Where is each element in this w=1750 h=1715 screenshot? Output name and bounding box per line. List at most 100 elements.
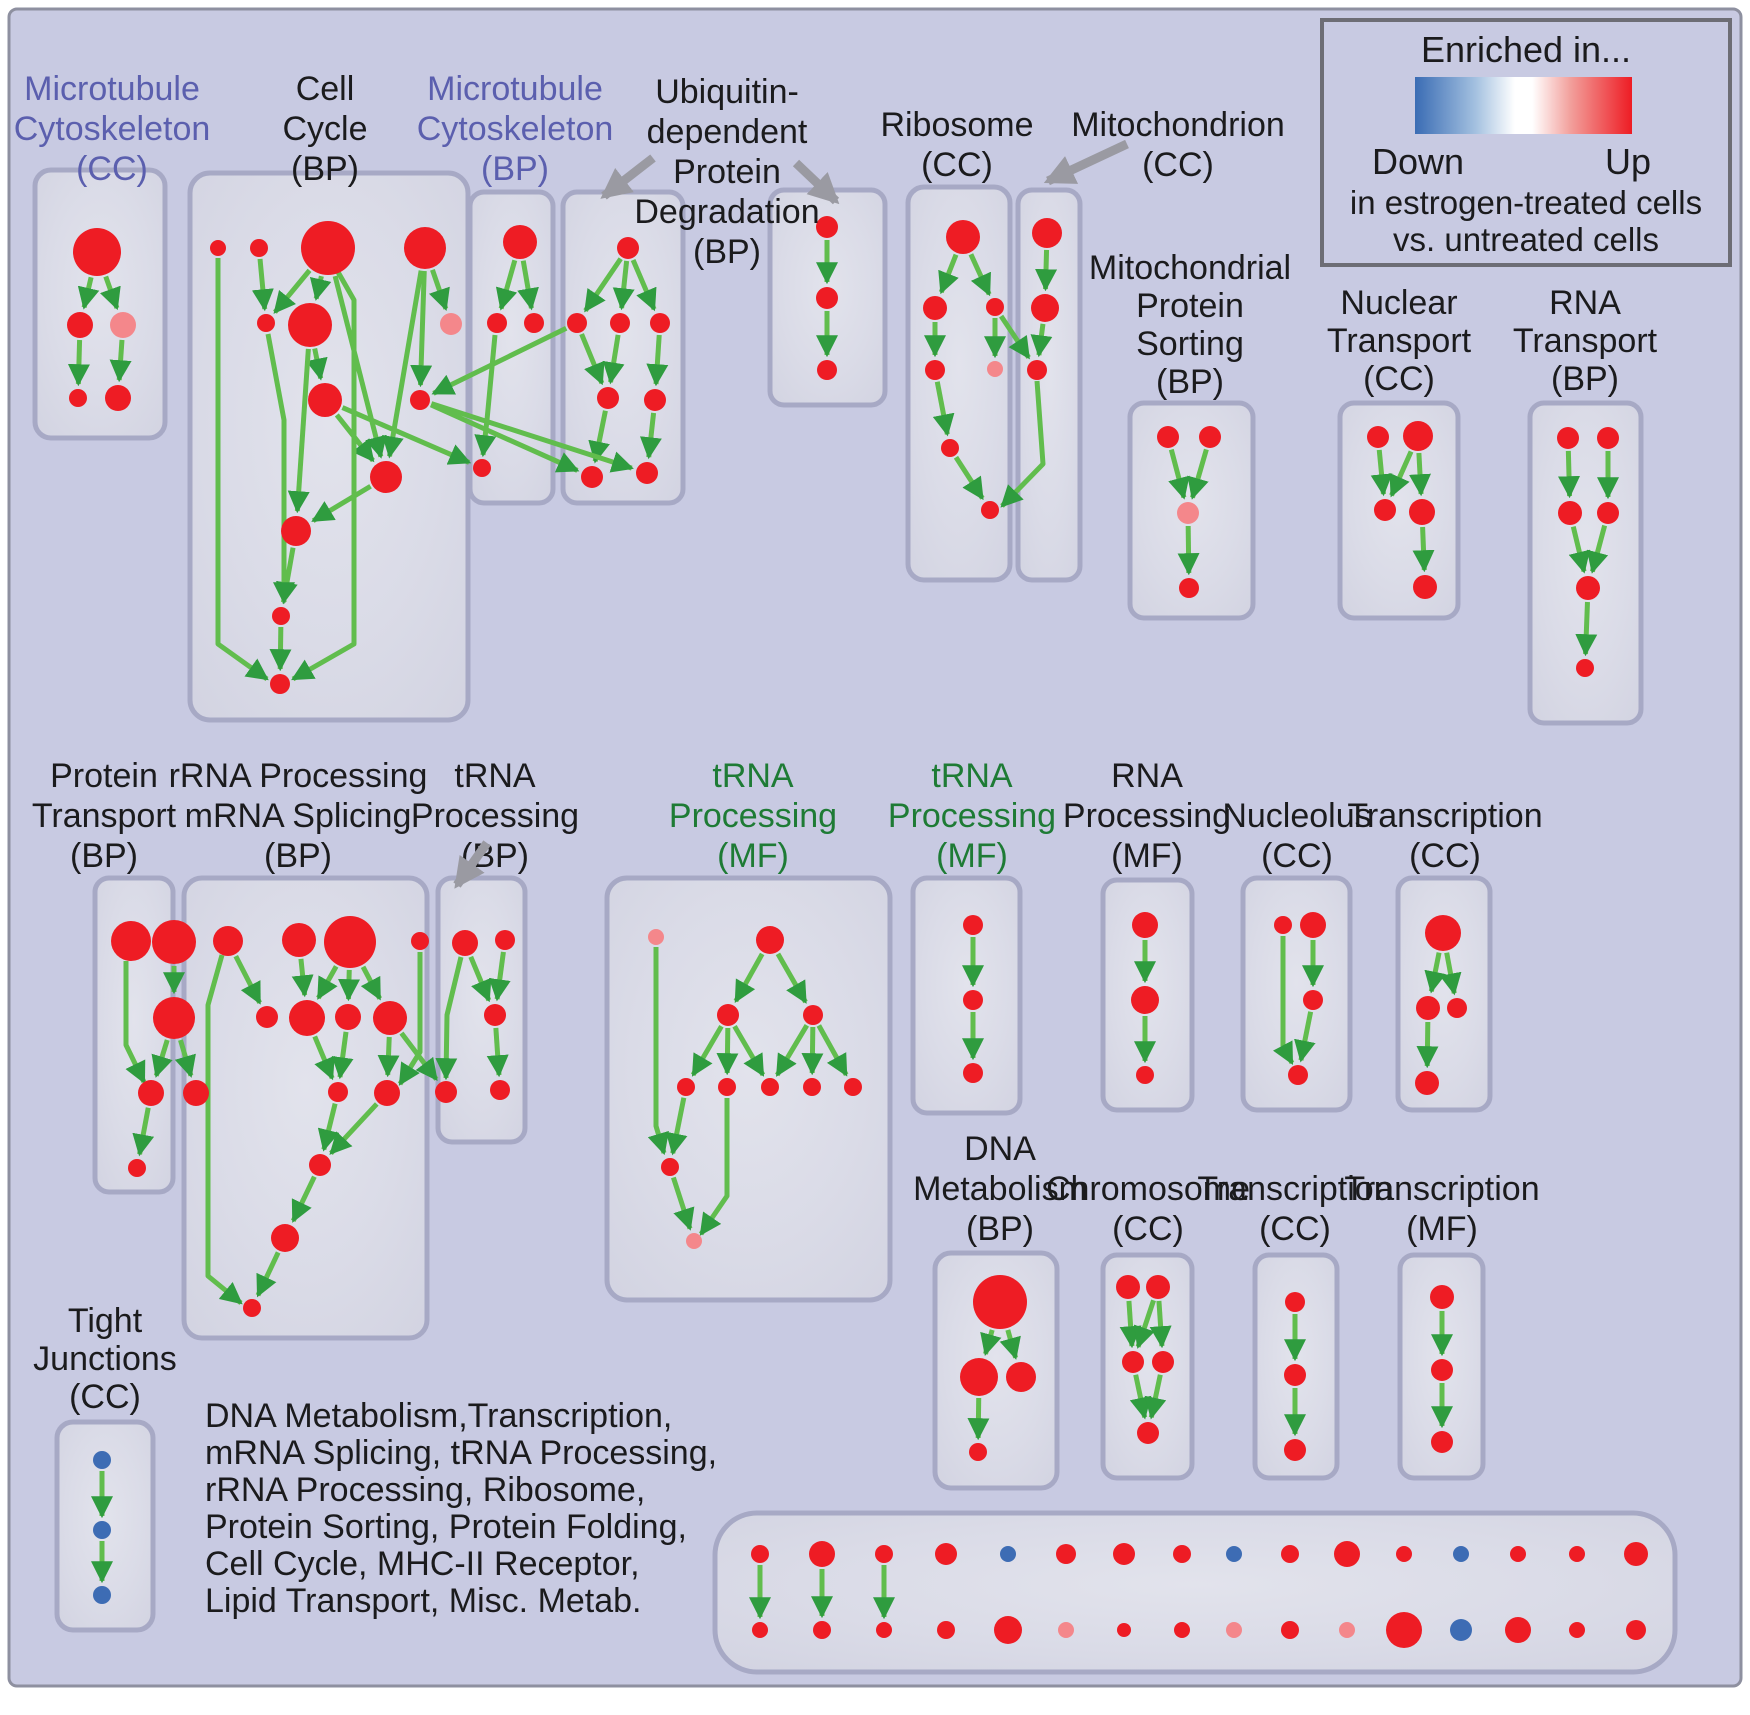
group-box-trna-bp	[435, 875, 528, 1145]
node-dna-metabolism-d3	[1006, 1362, 1036, 1392]
edge-arrow	[317, 1103, 340, 1152]
edge-arrow	[77, 276, 100, 310]
group-label-trna-mf-1: Processing	[669, 797, 837, 835]
node-mixed-cluster-mb1	[752, 1622, 768, 1638]
edge-arrow	[967, 1397, 990, 1441]
edge-arrow	[630, 258, 657, 312]
edge-arrow	[429, 402, 580, 473]
node-protein-transport-k2	[152, 920, 196, 964]
group-label-cell-cycle: Cycle	[282, 110, 367, 148]
node-mito-protein-sorting-h1	[1157, 426, 1179, 448]
node-rrna-mrna-l9	[328, 1082, 348, 1102]
node-mixed-cluster-mt5	[1000, 1546, 1016, 1562]
node-mitochondrion-cc-g2	[1031, 294, 1059, 322]
node-mitochondrion-cc-g3	[1027, 360, 1047, 380]
legend: Enriched in... Down Up in estrogen-treat…	[1320, 18, 1732, 267]
group-box-mitochondrion-cc	[1015, 187, 1083, 583]
edge-arrow	[399, 1031, 439, 1081]
node-mixed-cluster-mb14	[1505, 1617, 1531, 1643]
node-mito-protein-sorting-h3	[1177, 502, 1199, 524]
node-trna-mf-1-p4	[803, 1005, 823, 1025]
edge-arrow	[290, 1175, 317, 1223]
node-cell-cycle-b3	[301, 221, 355, 275]
node-chromosome-cc-c5	[1137, 1422, 1159, 1444]
group-label-mito-protein-sorting: (BP)	[1156, 363, 1224, 401]
node-transcription-cc-2-y3	[1284, 1439, 1306, 1461]
group-label-rrna-mrna: mRNA Splicing	[185, 797, 412, 835]
edge-arrow	[255, 1251, 281, 1298]
group-label-mito-protein-sorting: Sorting	[1136, 325, 1244, 363]
node-nuclear-transport-i2	[1403, 421, 1433, 451]
node-trna-mf-1-p8	[803, 1078, 821, 1096]
node-tight-junctions-tj2	[93, 1521, 111, 1539]
node-rrna-mrna-l13	[243, 1299, 261, 1317]
node-mixed-cluster-mt8	[1173, 1545, 1191, 1563]
node-trna-mf-2-q1	[963, 915, 983, 935]
node-dna-metabolism-d4	[969, 1443, 987, 1461]
group-label-tight-junctions: Tight	[68, 1302, 143, 1340]
group-box-nuclear-transport	[1337, 400, 1461, 621]
node-mixed-cluster-mb10	[1281, 1621, 1299, 1639]
edge-arrow	[999, 314, 1031, 360]
edge-arrow	[647, 947, 669, 1156]
edge-arrow	[251, 258, 274, 312]
group-label-tight-junctions: (CC)	[69, 1378, 141, 1416]
group-label-dna-metabolism: DNA	[964, 1130, 1036, 1168]
group-label-microtubule-bp: Microtubule	[427, 70, 603, 108]
edge-arrow	[99, 275, 121, 311]
edge-arrow	[938, 253, 959, 295]
edge-arrow	[174, 1039, 196, 1078]
node-mixed-cluster-mt9	[1226, 1546, 1242, 1562]
edge-arrow	[1030, 323, 1053, 358]
node-cell-cycle-b2	[250, 239, 268, 257]
node-rrna-mrna-l3	[324, 916, 376, 968]
group-label-ribosome-cc: (CC)	[921, 146, 993, 184]
edge-arrow	[953, 455, 985, 501]
group-label-rna-processing-mf: (MF)	[1111, 837, 1183, 875]
edge-arrow	[332, 275, 387, 459]
node-cell-cycle-b12	[272, 607, 290, 625]
group-label-microtubule-cc: Cytoskeleton	[14, 110, 211, 148]
group-label-ubiquitin-bp: Protein	[673, 153, 781, 191]
edge-arrow	[331, 1031, 354, 1080]
edge-arrow	[272, 268, 312, 314]
edge-arrow	[1273, 936, 1295, 1065]
node-mixed-cluster-mb7	[1117, 1623, 1131, 1637]
edge-arrow	[430, 401, 634, 473]
node-microtubule-cc-n4	[69, 389, 87, 407]
node-rrna-mrna-l1	[213, 926, 243, 956]
group-label-ubiquitin-bp: Ubiquitin-	[655, 73, 799, 111]
node-ubiquitin-bp-u1	[617, 237, 639, 259]
node-mixed-cluster-mb15	[1569, 1622, 1585, 1638]
node-cell-cycle-b11	[281, 516, 311, 546]
edge-arrow	[698, 1098, 730, 1236]
node-cell-cycle-b5	[257, 314, 275, 332]
node-ribosome-cc-r5	[987, 361, 1003, 377]
edge-arrow	[287, 348, 311, 514]
edge-arrow	[1177, 525, 1200, 576]
bottom-note-line: Protein Sorting, Protein Folding,	[205, 1508, 687, 1546]
edge-arrow	[775, 1024, 809, 1077]
node-rrna-mrna-l5	[256, 1006, 278, 1028]
group-label-trna-mf-1: tRNA	[712, 757, 794, 795]
label-pointer-arrow	[453, 840, 491, 889]
edge-arrow	[1144, 1374, 1167, 1420]
node-transcription-cc-2-y1	[1285, 1292, 1305, 1312]
node-mixed-cluster-mt10	[1281, 1545, 1299, 1563]
edge-arrow	[1575, 601, 1598, 657]
edge-arrow	[1389, 450, 1414, 498]
edge-arrow	[1133, 1299, 1156, 1349]
node-rna-transport-j2	[1597, 427, 1619, 449]
node-mixed-cluster-mb11	[1339, 1622, 1355, 1638]
node-trna-bp-t4	[435, 1081, 457, 1103]
node-trna-mf-2-q3	[963, 1063, 983, 1083]
group-label-trna-bp: tRNA	[454, 757, 536, 795]
node-mixed-cluster-mt11	[1334, 1541, 1360, 1567]
node-trna-bp-t2	[495, 930, 515, 950]
node-ubiquitin-bp-u4	[650, 313, 670, 333]
node-dna-metabolism-d2	[960, 1358, 998, 1396]
node-mixed-cluster-mt14	[1510, 1546, 1526, 1562]
edge-arrow	[397, 952, 423, 1086]
